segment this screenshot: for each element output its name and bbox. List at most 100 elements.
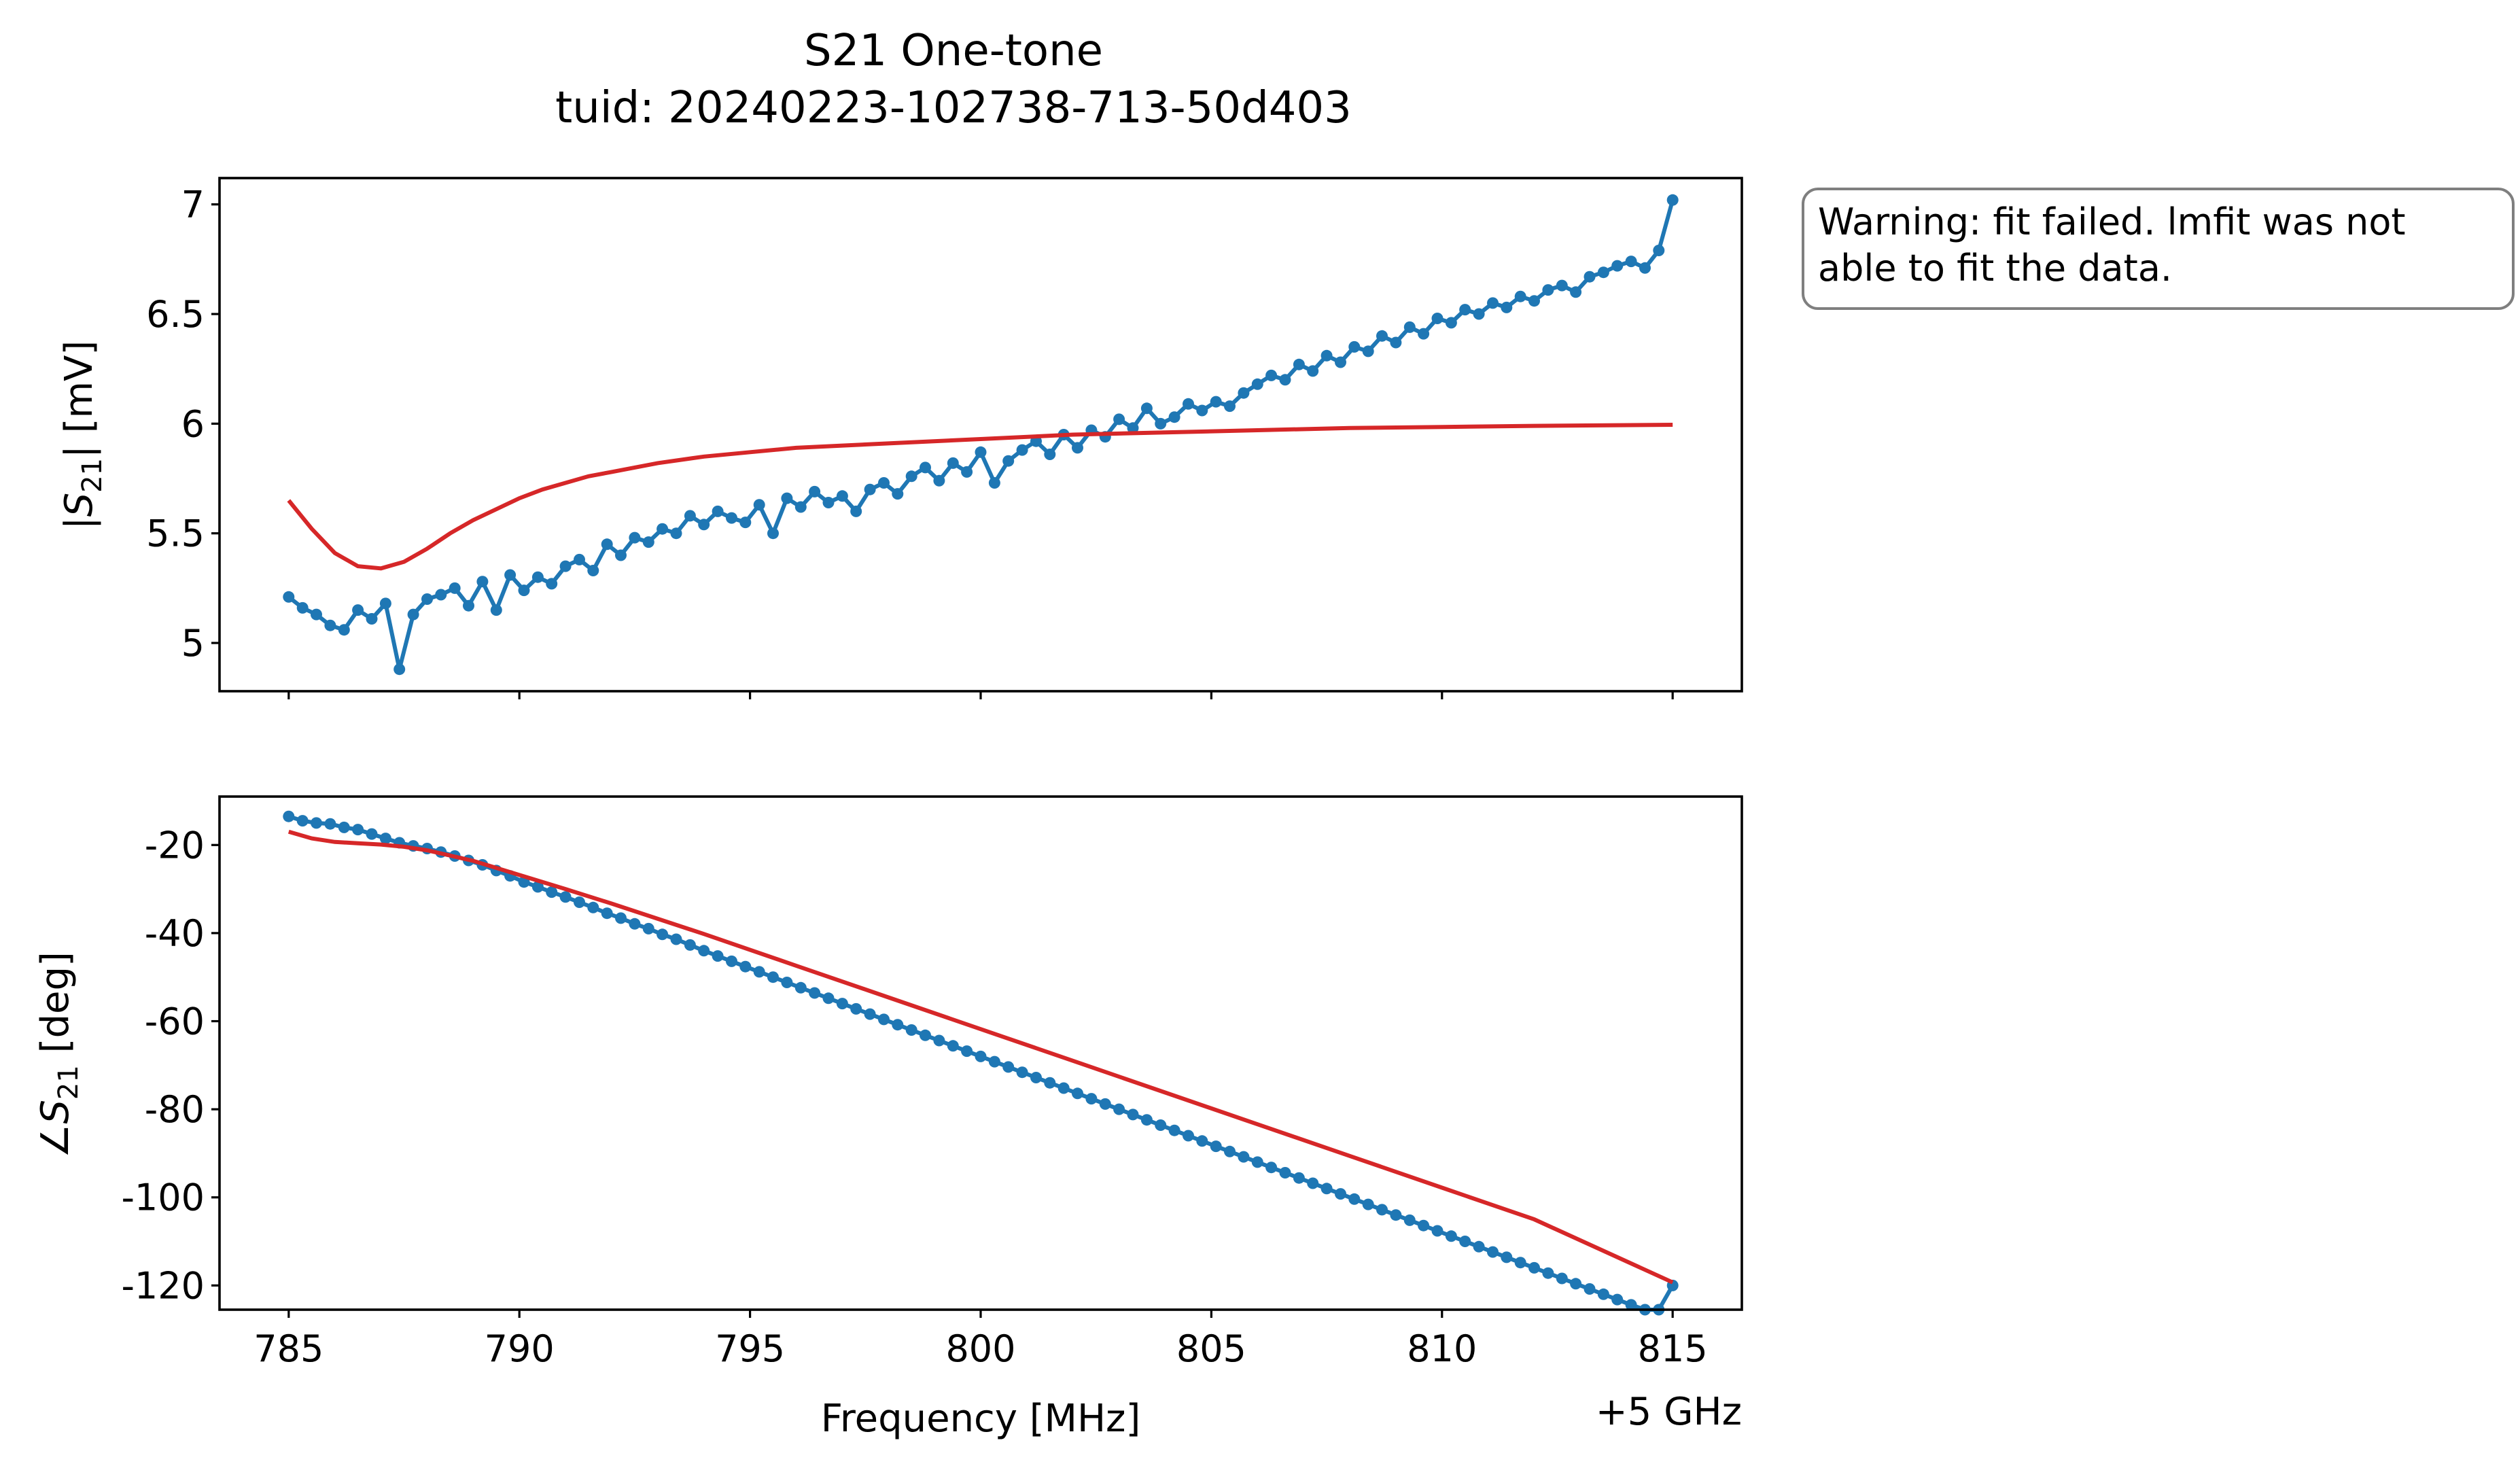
x-offset-label: +5 GHz — [1596, 1390, 1742, 1434]
top-data-point — [1431, 313, 1443, 324]
top-data-point — [1002, 455, 1015, 467]
top-data-point — [421, 593, 433, 605]
bottom-data-point — [1459, 1236, 1471, 1247]
top-data-point — [794, 501, 807, 513]
top-data-point — [753, 499, 765, 511]
bottom-data-point — [1030, 1072, 1042, 1083]
bottom-data-point — [933, 1034, 945, 1047]
top-data-point — [1487, 297, 1499, 309]
top-data-point — [1403, 321, 1416, 333]
bottom-ytick-label: -100 — [121, 1176, 205, 1219]
bottom-data-point — [1348, 1193, 1361, 1205]
top-data-point — [1390, 336, 1402, 349]
bottom-axes: -20 -40 -60 -80 -100 -120 785 790 795 800 805 810 8… — [33, 795, 1743, 1441]
bottom-data-point — [379, 833, 391, 845]
bottom-data-point — [1085, 1093, 1098, 1105]
bottom-data-point — [712, 950, 724, 962]
bottom-data-point — [1293, 1172, 1305, 1184]
top-data-point — [1611, 260, 1624, 272]
top-data-point — [1307, 365, 1319, 377]
top-data-point — [1210, 396, 1222, 408]
bottom-data-point — [1279, 1167, 1291, 1179]
bottom-data-point — [1307, 1177, 1319, 1189]
top-ytick-label: 7 — [181, 184, 205, 226]
bottom-data-point — [809, 987, 821, 999]
top-data-point — [1140, 402, 1153, 415]
top-data-point — [1168, 411, 1180, 423]
top-data-point — [1320, 349, 1333, 362]
top-data-point — [1251, 378, 1263, 390]
top-data-point — [781, 492, 793, 504]
bottom-data-point — [878, 1013, 890, 1026]
bottom-y-ticks: -20 -40 -60 -80 -100 -120 — [121, 824, 220, 1307]
top-data-point — [283, 591, 295, 603]
warning-box — [1802, 188, 2515, 310]
bottom-data-point — [1583, 1283, 1596, 1295]
top-data-point — [379, 597, 391, 610]
top-data-point — [1570, 286, 1582, 298]
top-data-point — [615, 549, 627, 561]
top-data-point — [1238, 387, 1250, 399]
top-data-point — [1293, 358, 1305, 370]
top-data-point — [1556, 279, 1568, 292]
top-data-point — [1625, 256, 1637, 268]
top-data-point — [712, 505, 724, 517]
top-data-point — [836, 490, 848, 502]
bottom-data-point — [975, 1050, 987, 1062]
top-data-point — [574, 553, 585, 565]
bottom-data-point — [1501, 1251, 1513, 1263]
bottom-data-point — [1251, 1156, 1263, 1168]
bottom-ytick-label: -60 — [145, 1000, 205, 1043]
top-plot-data — [283, 194, 1679, 676]
top-data-point — [435, 589, 447, 601]
bottom-data-point — [836, 998, 848, 1010]
top-data-point — [1224, 400, 1236, 413]
bottom-data-point — [1514, 1257, 1526, 1269]
top-fit-line — [287, 423, 1673, 571]
bottom-data-point — [1168, 1124, 1180, 1136]
bottom-data-point — [947, 1040, 959, 1052]
bottom-data-point — [1335, 1188, 1346, 1200]
fit-warning: Warning: fit failed. lmfit was not able … — [1802, 188, 2515, 310]
bottom-data-point — [338, 821, 350, 833]
bottom-data-point — [1155, 1119, 1167, 1131]
bottom-data-point — [1238, 1151, 1250, 1163]
top-data-point — [739, 517, 752, 529]
chart-title: S21 One-tone — [804, 26, 1103, 76]
bottom-data-point — [1528, 1261, 1540, 1274]
bottom-data-point — [642, 922, 654, 935]
bottom-data-point — [1542, 1267, 1554, 1279]
top-data-point — [587, 565, 599, 576]
bottom-data-point — [1265, 1162, 1278, 1174]
bottom-data-point — [1210, 1140, 1222, 1153]
bottom-data-point — [767, 971, 779, 983]
bottom-data-point — [1044, 1077, 1056, 1089]
top-ytick-label: 5 — [181, 622, 205, 665]
top-data-point — [975, 446, 987, 458]
bottom-data-point — [1473, 1240, 1485, 1253]
top-data-point — [1653, 245, 1665, 256]
bottom-data-point — [961, 1045, 973, 1058]
top-data-point — [1501, 301, 1513, 313]
chart-subtitle: tuid: 20240223-102738-713-50d403 — [555, 83, 1352, 133]
top-y-ticks: 5 5.5 6 6.5 7 — [146, 184, 220, 665]
top-data-point — [1072, 442, 1083, 454]
bottom-data-point — [684, 939, 696, 951]
top-data-point — [1127, 422, 1139, 434]
top-data-point — [657, 523, 669, 535]
top-data-point — [338, 624, 350, 636]
top-data-point — [324, 619, 336, 631]
top-data-point — [366, 613, 378, 625]
top-data-point — [905, 470, 917, 483]
bottom-data-point — [587, 901, 599, 913]
bottom-data-point — [670, 933, 682, 945]
top-ytick-label: 6 — [181, 402, 205, 445]
top-axes: 5 5.5 6 6.5 7 |S21| [mV] — [57, 177, 1743, 699]
top-data-point — [809, 485, 821, 498]
top-ytick-label: 6.5 — [146, 293, 205, 336]
top-data-point — [1016, 444, 1028, 456]
warning-line-2: able to fit the data. — [1818, 247, 2172, 290]
xtick-label: 800 — [945, 1327, 1015, 1370]
top-data-point — [1279, 374, 1291, 386]
